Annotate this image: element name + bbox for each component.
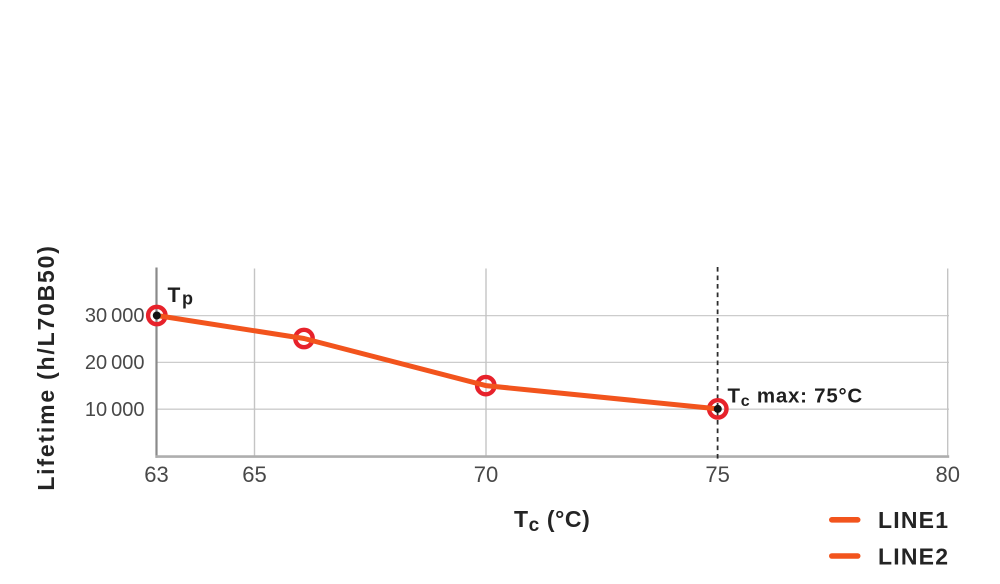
svg-text:30 000: 30 000 — [85, 305, 145, 327]
svg-text:LINE1: LINE1 — [878, 507, 949, 533]
svg-text:Lifetime (h/L70B50): Lifetime (h/L70B50) — [33, 244, 59, 490]
svg-text:LINE2: LINE2 — [878, 543, 949, 569]
svg-text:10 000: 10 000 — [85, 399, 145, 421]
svg-text:70: 70 — [474, 462, 498, 487]
svg-text:20 000: 20 000 — [85, 352, 145, 374]
svg-text:Tp: Tp — [168, 284, 195, 309]
svg-text:Tc max: 75°C: Tc max: 75°C — [728, 385, 864, 411]
svg-text:80: 80 — [935, 462, 959, 487]
svg-text:63: 63 — [144, 462, 168, 487]
svg-text:65: 65 — [242, 462, 266, 487]
svg-text:75: 75 — [705, 462, 729, 487]
svg-text:Tc (°C): Tc (°C) — [514, 506, 590, 536]
